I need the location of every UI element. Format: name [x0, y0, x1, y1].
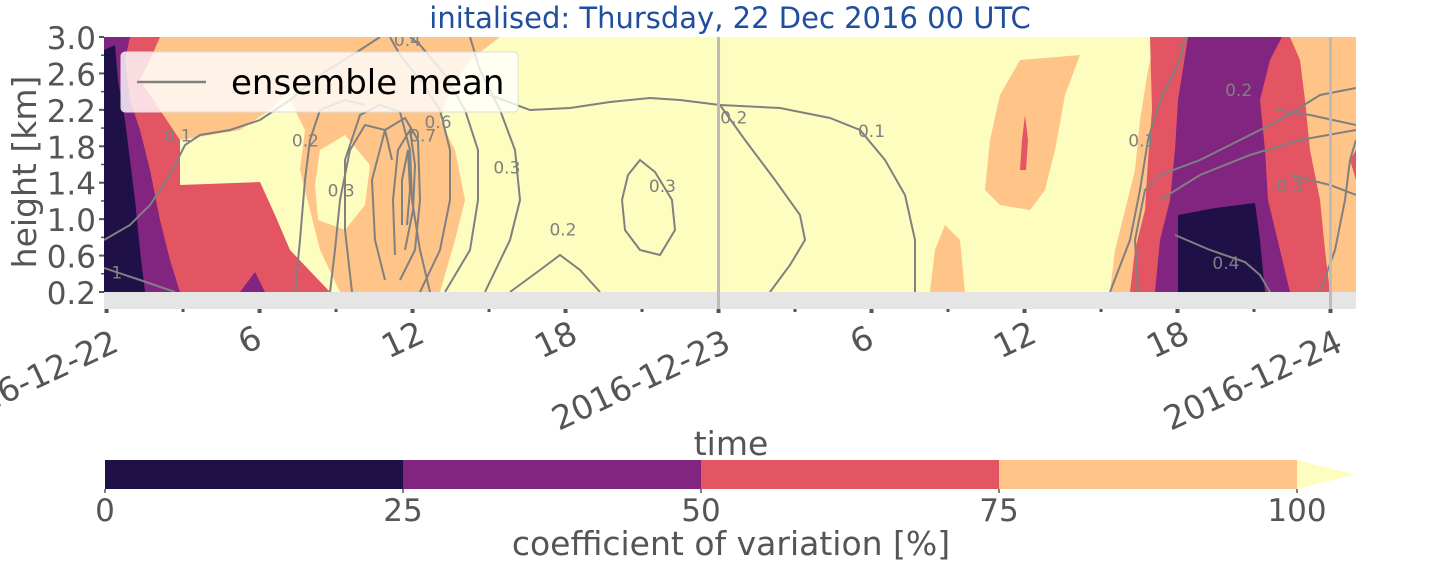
colorbar-tick-label: 50: [681, 493, 720, 529]
x-minor-tick: [1099, 309, 1103, 312]
x-tick-label: 12: [987, 313, 1042, 366]
contour-line: [509, 253, 601, 293]
x-tick: [257, 309, 262, 313]
x-tick: [410, 309, 415, 313]
contour-label: 0.7: [409, 127, 436, 147]
contour-label: 0.2: [1225, 81, 1252, 101]
contour-label: 0.2: [720, 109, 747, 129]
contour-label: 0.1: [858, 122, 885, 142]
x-minor-tick: [181, 309, 185, 312]
legend-label: ensemble mean: [231, 63, 504, 103]
region-0-25-right: [1178, 203, 1265, 292]
chart-title: initalised: Thursday, 22 Dec 2016 00 UTC: [429, 1, 1030, 35]
y-tick-label: 3.0: [47, 21, 96, 57]
contour-line: [1133, 87, 1356, 293]
x-tick: [1022, 309, 1027, 313]
contour-label: 0.2: [549, 221, 576, 241]
x-axis-label: time: [694, 424, 769, 463]
x-minor-tick: [1252, 309, 1256, 312]
x-tick-label: 18: [528, 313, 583, 366]
contour-line: [1274, 109, 1356, 126]
region-50-75-spot: [1020, 115, 1028, 170]
colorbar-tick-label: 100: [1267, 493, 1326, 529]
y-tick-label: 1.4: [47, 167, 96, 203]
x-tick-label: 6: [232, 317, 268, 361]
colorbar-segment: [701, 460, 999, 489]
y-tick-label: 0.2: [47, 276, 96, 312]
x-tick-label: 18: [1140, 313, 1195, 366]
x-minor-tick: [487, 309, 491, 312]
legend-box: [120, 51, 519, 113]
colorbar-segment: [403, 460, 701, 489]
x-minor-tick: [793, 309, 797, 312]
contour-label: 1: [111, 263, 122, 283]
region-75-100-spot-b: [985, 55, 1080, 210]
x-tick-label: 12: [375, 313, 430, 366]
region-75-100-spot-a: [930, 225, 965, 292]
contour-label: 0.3: [1276, 177, 1303, 197]
y-tick-label: 1.0: [47, 203, 96, 239]
contour-line: [620, 158, 677, 257]
missing-band: [104, 292, 1356, 309]
day-markers: [717, 37, 1333, 309]
x-minor-tick: [640, 309, 644, 312]
region-0-25-left: [104, 45, 145, 292]
y-axis: 0.20.61.01.41.82.22.63.0: [47, 21, 104, 312]
contour-label: 0.3: [328, 181, 355, 201]
contour-label: 0.4: [394, 31, 421, 51]
y-tick-label: 0.6: [47, 240, 96, 276]
contour-line: [104, 267, 176, 293]
contour-label: 0.3: [649, 177, 676, 197]
y-tick-label: 1.8: [47, 130, 96, 166]
y-axis-label: height [km]: [5, 76, 44, 269]
contour-label: 0.1: [1128, 131, 1155, 151]
contour-label: 0.2: [292, 131, 319, 151]
contour-line: [391, 127, 417, 256]
x-tick: [563, 309, 568, 313]
contour-lines: [104, 37, 1356, 293]
contour-line: [401, 149, 412, 226]
plot-area: 0.4 0.1 0.2 0.3 0.70.6 0.3 0.2 0.3 0.2 0.1 0.1 0.2 0…: [104, 31, 1356, 309]
contour-label: 0.6: [425, 113, 452, 133]
contour-line: [719, 104, 916, 292]
filled-contours: [104, 37, 1356, 292]
colorbar-extend-arrow: [1297, 460, 1355, 489]
x-tick: [716, 309, 721, 313]
x-tick-label: 6: [844, 317, 880, 361]
contour-line: [1109, 37, 1186, 293]
colorbar-segment: [105, 460, 403, 489]
contour-label: 0.3: [493, 159, 520, 179]
contour-line: [719, 104, 807, 293]
contour-line: [489, 94, 721, 112]
colorbar-segment: [999, 460, 1297, 489]
contour-line: [1174, 234, 1271, 293]
contour-label: 0.1: [164, 127, 191, 147]
x-tick: [104, 309, 109, 313]
contour-labels: 0.4 0.1 0.2 0.3 0.70.6 0.3 0.2 0.3 0.2 0.1 0.1 0.2 0…: [111, 31, 1303, 283]
x-tick: [1175, 309, 1180, 313]
colorbar: 0 25 50 75 100: [95, 460, 1355, 529]
x-minor-tick: [946, 309, 950, 312]
y-tick-label: 2.2: [47, 94, 96, 130]
contour-line: [409, 37, 479, 293]
contour-line: [370, 116, 422, 281]
contour-line: [1159, 129, 1356, 201]
colorbar-tick-label: 75: [979, 493, 1018, 529]
contour-label: 0.4: [1212, 254, 1239, 274]
x-tick: [1328, 309, 1333, 313]
colorbar-tick-label: 0: [95, 493, 115, 529]
colorbar-label: coefficient of variation [%]: [512, 524, 950, 563]
y-tick-label: 2.6: [47, 57, 96, 93]
x-tick: [869, 309, 874, 313]
x-minor-tick: [334, 309, 338, 312]
legend: ensemble mean: [120, 51, 519, 113]
x-tick-label: 2016-12-22: [0, 322, 124, 438]
region-25-50-small: [240, 272, 265, 292]
colorbar-tick-label: 25: [383, 493, 422, 529]
